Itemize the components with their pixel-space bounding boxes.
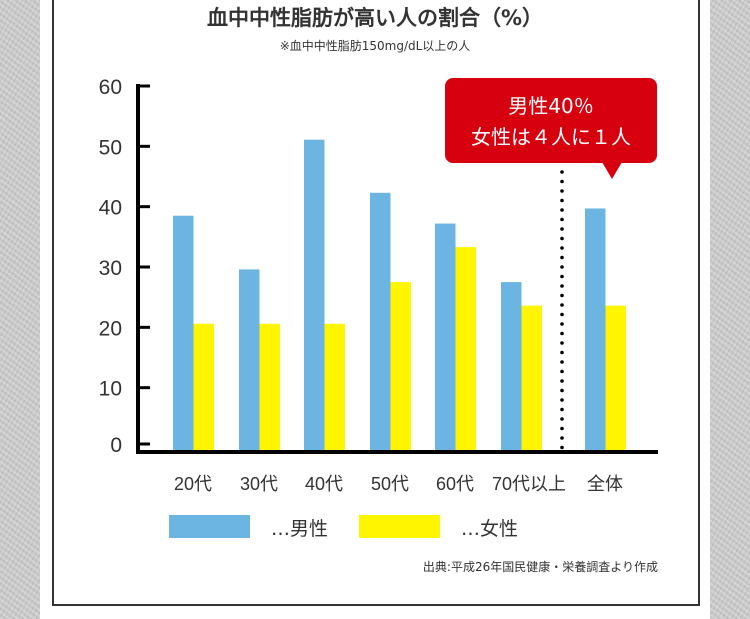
bar-female: [193, 323, 214, 450]
y-tick-label: 20: [99, 317, 122, 340]
x-tick-label: 70代以上: [492, 474, 566, 494]
separator-dot: [560, 398, 564, 402]
x-tick-label: 60代: [436, 474, 474, 494]
bar-male: [173, 215, 194, 450]
legend-label: …女性: [461, 518, 518, 540]
y-tick-label: 50: [99, 136, 122, 159]
separator-dot: [560, 417, 564, 421]
y-tick-label: 40: [99, 197, 122, 220]
separator-dot: [560, 265, 564, 269]
separator-dot: [560, 255, 564, 260]
separator-dot: [560, 445, 564, 450]
separator-dot: [560, 436, 564, 440]
legend-label: …男性: [271, 518, 328, 540]
separator-dot: [560, 341, 564, 345]
bar-female: [390, 282, 411, 450]
separator-dot: [560, 350, 564, 355]
separator-dot: [560, 179, 564, 184]
y-tick-label: 60: [99, 76, 122, 99]
separator-dot: [560, 284, 564, 288]
separator-dot: [560, 369, 564, 374]
chart-title: 血中中性脂肪が高い人の割合（%）: [206, 6, 544, 30]
source-note: 出典:平成26年国民健康・栄養調査より作成: [422, 560, 658, 574]
bar-male: [435, 223, 456, 450]
bar-female: [324, 323, 345, 450]
callout-box: [445, 78, 657, 163]
bar-male: [304, 139, 325, 451]
separator-dot: [560, 322, 564, 326]
separator-dot: [560, 189, 564, 193]
separator-dot: [560, 293, 564, 298]
x-tick-label: 30代: [240, 474, 278, 494]
separator-dot: [560, 274, 564, 279]
separator-dot: [560, 208, 564, 212]
separator-dot: [560, 388, 564, 393]
bar-female: [455, 247, 476, 450]
callout-line1: 男性40％: [508, 94, 593, 118]
bar-male: [501, 282, 522, 450]
bar-female: [605, 305, 626, 450]
separator-dot: [560, 312, 564, 317]
callout-pointer: [602, 162, 622, 179]
separator-dot: [560, 303, 564, 307]
separator-dot: [560, 426, 564, 431]
separator-dot: [560, 170, 564, 174]
separator-dot: [560, 198, 564, 203]
separator-dot: [560, 331, 564, 336]
x-tick-label: 全体: [587, 474, 623, 494]
bar-female: [259, 323, 280, 450]
separator-dot: [560, 217, 564, 222]
separator-dot: [560, 407, 564, 412]
x-tick-label: 40代: [305, 474, 343, 494]
separator-dot: [560, 360, 564, 364]
y-tick-label: 10: [99, 378, 122, 401]
x-tick-label: 50代: [371, 474, 409, 494]
separator-dot: [560, 227, 564, 231]
legend-swatch: [359, 515, 440, 538]
bar-male: [239, 269, 260, 450]
bar-male: [370, 192, 391, 451]
bar-female: [521, 305, 542, 450]
y-tick-label: 0: [110, 434, 122, 457]
legend-swatch: [169, 515, 250, 538]
y-tick-label: 30: [99, 257, 122, 280]
separator-dot: [560, 379, 564, 383]
x-tick-label: 20代: [174, 474, 212, 494]
bar-male: [585, 208, 606, 450]
separator-dot: [560, 236, 564, 241]
callout-line2: 女性は４人に１人: [471, 125, 631, 149]
chart-subtitle: ※血中中性脂肪150mg/dL以上の人: [279, 39, 471, 53]
panel-frame: [52, 0, 700, 606]
separator-dot: [560, 246, 564, 250]
